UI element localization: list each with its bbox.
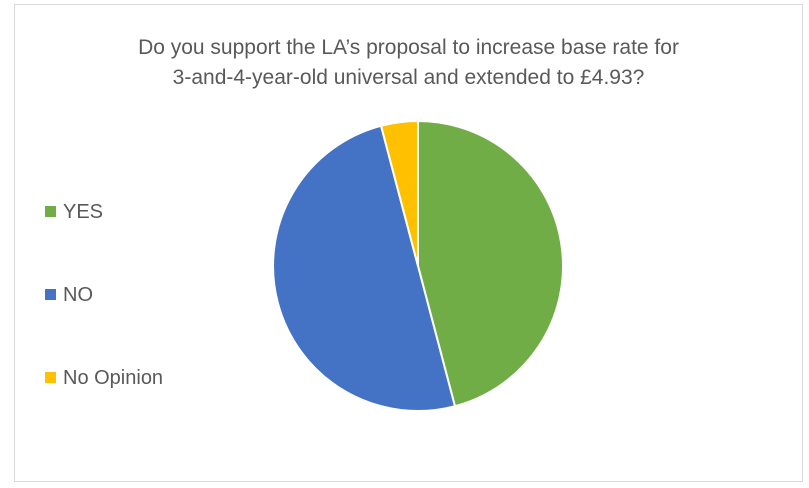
pie-chart (272, 119, 564, 412)
legend-label-no: NO (63, 284, 93, 306)
legend: YES NO No Opinion (45, 200, 163, 449)
legend-item-no: NO (45, 283, 163, 307)
legend-label-yes: YES (63, 201, 104, 223)
legend-swatch-yes (45, 206, 56, 217)
pie-slice-no-opinion (379, 119, 419, 267)
legend-label-no-opinion: No Opinion (63, 367, 164, 389)
legend-item-yes: YES (45, 200, 163, 224)
pie-slice-yes (417, 119, 564, 408)
legend-swatch-no (45, 289, 56, 300)
legend-item-no-opinion: No Opinion (45, 366, 163, 390)
chart-title: Do you support the LA’s proposal to incr… (15, 33, 802, 93)
chart-frame: Do you support the LA’s proposal to incr… (14, 4, 803, 482)
pie-slice-no (272, 124, 457, 412)
chart-title-line-1: Do you support the LA’s proposal to incr… (138, 36, 679, 59)
chart-title-line-2: 3-and-4-year-old universal and extended … (172, 66, 645, 89)
legend-swatch-no-opinion (45, 372, 56, 383)
